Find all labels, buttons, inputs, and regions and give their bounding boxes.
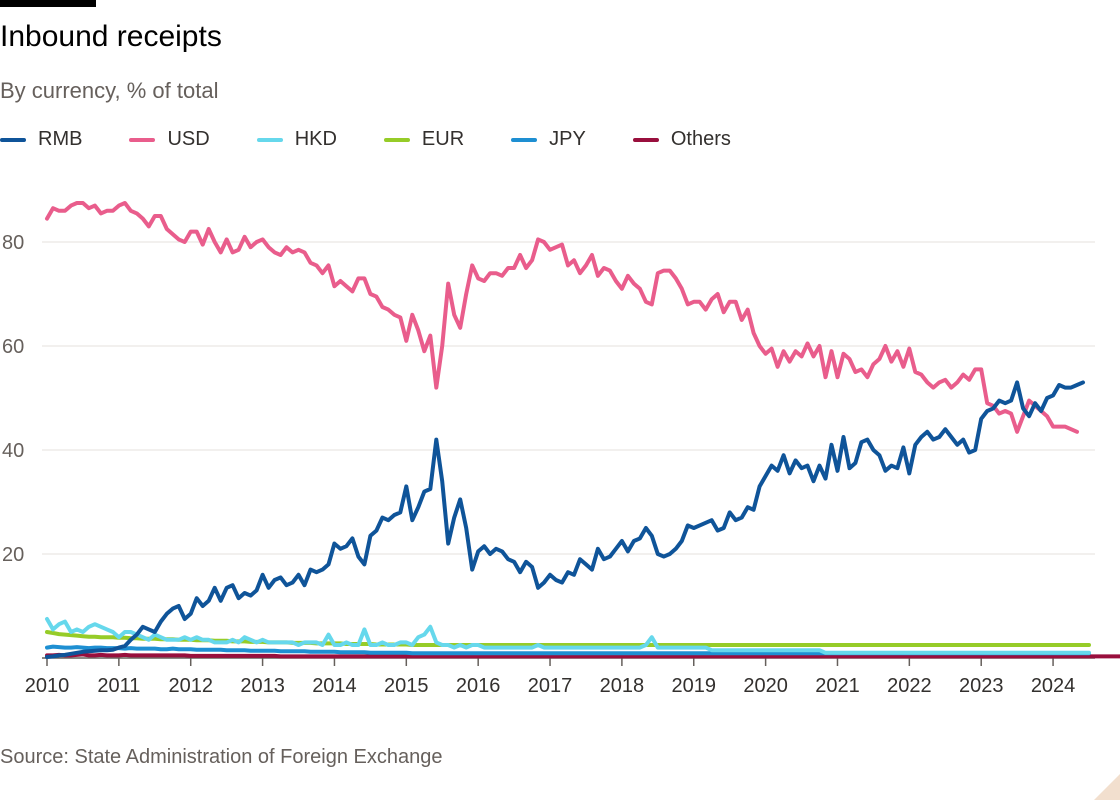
legend-item-rmb: RMB [0, 128, 82, 151]
series-line-rmb [45, 380, 1085, 659]
x-tick-label-2020: 2020 [743, 675, 788, 697]
x-tick-label-2023: 2023 [959, 675, 1004, 697]
chart-subtitle: By currency, % of total [0, 78, 219, 103]
x-tick-label-2013: 2013 [240, 675, 285, 697]
legend-label-rmb: RMB [38, 128, 83, 150]
legend-label-jpy: JPY [549, 128, 586, 150]
legend-label-usd: USD [167, 128, 210, 150]
legend-swatch-others [632, 137, 659, 142]
legend-item-eur: EUR [383, 128, 465, 151]
chart-title: Inbound receipts [0, 20, 222, 53]
y-tick-label-60: 60 [2, 336, 24, 358]
x-tick-label-2018: 2018 [600, 675, 645, 697]
legend-label-eur: EUR [421, 128, 465, 150]
legend-item-usd: USD [129, 128, 210, 151]
source-note: Source: State Administration of Foreign … [0, 746, 443, 768]
series-line-hkd [45, 617, 1091, 655]
y-tick-label-20: 20 [2, 544, 24, 566]
legend-swatch-usd [129, 137, 156, 142]
line-chart: 20 40 60 80 2010 2011 2012 2013 2014 2015 2016 2017… [2, 201, 1120, 697]
brand-bar [0, 0, 96, 7]
x-tick-label-2012: 2012 [168, 675, 213, 697]
legend-label-hkd: HKD [294, 128, 337, 150]
y-tick-label-80: 80 [2, 232, 24, 254]
x-tick-label-2019: 2019 [672, 675, 717, 697]
x-tick-label-2010: 2010 [25, 675, 70, 697]
corner-fold [1094, 774, 1120, 800]
legend-item-others: Others [632, 128, 731, 151]
x-tick-label-2017: 2017 [528, 675, 573, 697]
x-tick-label-2021: 2021 [815, 675, 860, 697]
legend-item-jpy: JPY [511, 128, 586, 151]
legend-swatch-jpy [511, 137, 538, 142]
legend: RMB USD HKD EUR JPY Others [0, 128, 778, 151]
y-tick-label-40: 40 [2, 440, 24, 462]
x-tick-label-2014: 2014 [312, 675, 357, 697]
series-line-others [45, 652, 1120, 659]
x-tick-label-2015: 2015 [384, 675, 429, 697]
x-tick-label-2022: 2022 [887, 675, 932, 697]
series-line-usd [45, 201, 1079, 434]
legend-swatch-rmb [0, 137, 26, 142]
legend-item-hkd: HKD [256, 128, 337, 151]
legend-swatch-eur [383, 137, 410, 142]
x-tick-label-2011: 2011 [97, 675, 140, 697]
legend-label-others: Others [670, 128, 731, 150]
x-tick-label-2016: 2016 [456, 675, 501, 697]
x-tick-label-2024: 2024 [1031, 675, 1076, 697]
legend-swatch-hkd [256, 137, 283, 142]
